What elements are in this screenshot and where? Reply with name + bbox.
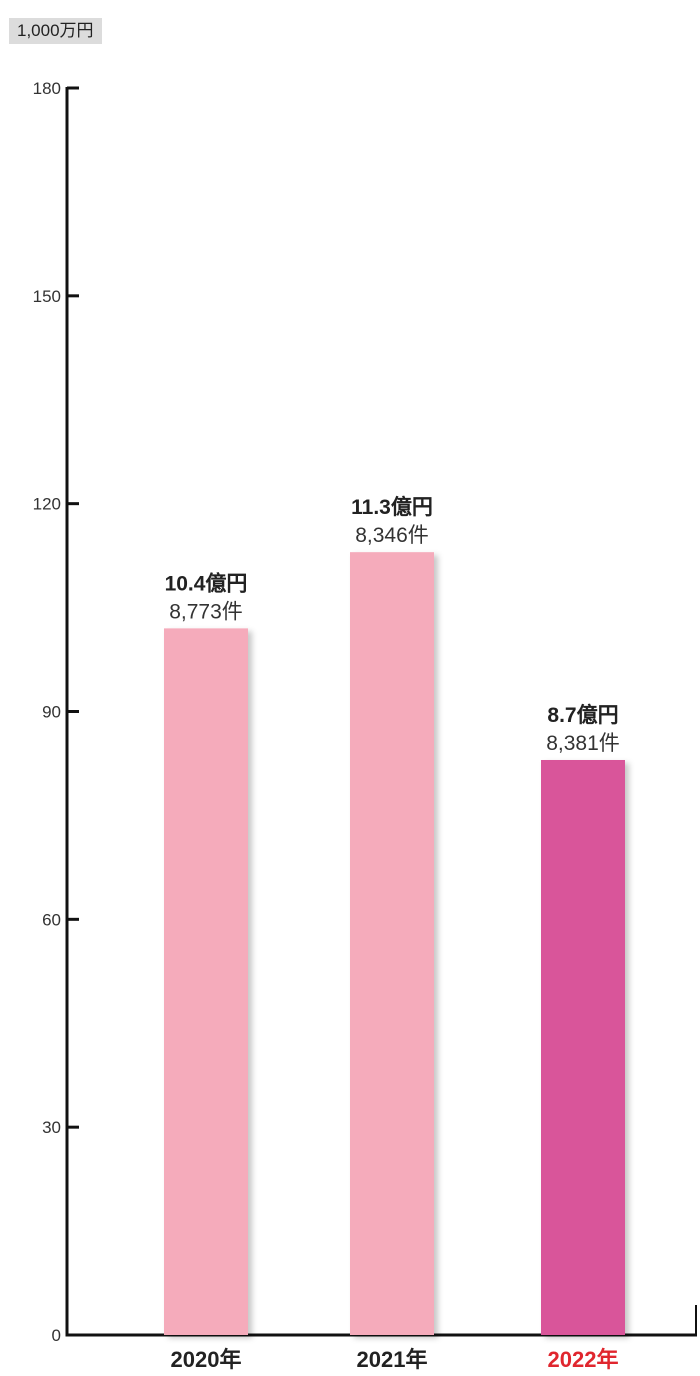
- x-category-label: 2022年: [548, 1347, 619, 1372]
- bar-amount-label: 11.3億円: [351, 495, 433, 519]
- y-tick-label: 90: [42, 703, 61, 722]
- bar: [541, 759, 625, 1335]
- y-tick-label: 120: [33, 495, 61, 514]
- bar-amount-label: 8.7億円: [547, 703, 618, 727]
- bar-count-label: 8,773件: [169, 600, 243, 623]
- bar-count-label: 8,346件: [355, 524, 429, 547]
- labels-group: 8,773件 10.4億円 2020年 8,346件 11.3億円 2021年 8,381件…: [165, 495, 620, 1372]
- y-axis-unit-label: 1,000万円: [9, 18, 102, 44]
- y-tick-label: 180: [33, 79, 61, 98]
- y-tick-label: 150: [33, 287, 61, 306]
- x-category-label: 2021年: [357, 1347, 428, 1372]
- y-tick-label: 30: [42, 1118, 61, 1137]
- y-tick-label: 0: [52, 1326, 61, 1345]
- bar: [350, 552, 434, 1335]
- bar-amount-label: 10.4億円: [165, 571, 248, 595]
- bar-count-label: 8,381件: [546, 732, 620, 755]
- bar: [164, 628, 248, 1335]
- y-tick-label: 60: [42, 910, 61, 929]
- bars-group: [164, 552, 625, 1335]
- x-category-label: 2020年: [171, 1347, 242, 1372]
